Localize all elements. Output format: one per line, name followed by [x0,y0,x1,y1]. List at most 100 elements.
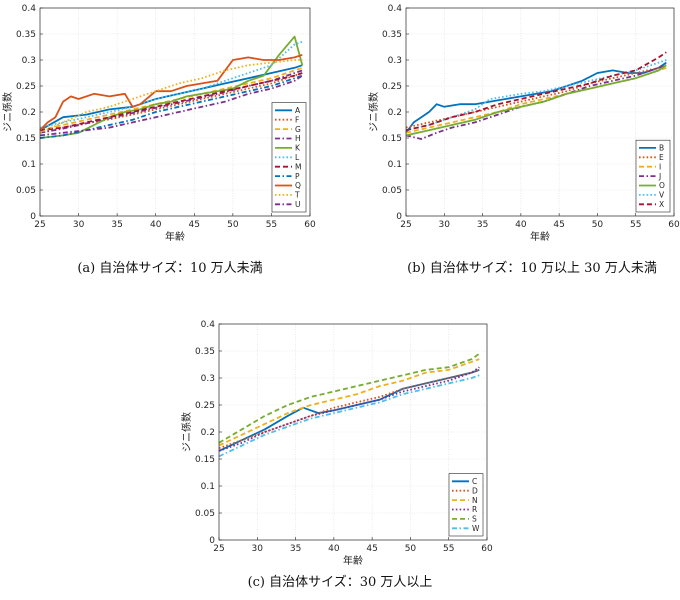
legend-label: M [295,162,301,171]
y-tick-label: 0.2 [22,108,36,118]
series-line-J [405,64,667,140]
y-tick-label: 0.15 [195,455,215,465]
legend-label: W [472,524,480,533]
legend-label: R [472,505,477,514]
legend-label: T [294,191,300,200]
y-tick-label: 0.15 [16,134,36,144]
y-tick-label: 0.1 [388,160,402,170]
series-line-T [39,59,303,134]
series-line-E [405,64,667,129]
x-tick-label: 55 [630,220,641,230]
y-tick-label: 0.15 [382,134,402,144]
legend-label: L [295,153,300,162]
legend-label: I [659,162,661,171]
y-tick-label: 0.4 [201,320,216,330]
y-tick-label: 0.2 [201,428,215,438]
series-line-K [39,35,304,139]
x-axis-label: 年齢 [165,230,185,243]
x-tick-label: 50 [405,544,417,554]
series-line-V [405,59,667,132]
x-tick-label: 40 [328,544,340,554]
y-axis-label: ジニ係数 [180,412,193,452]
legend-box [271,102,307,213]
y-tick-label: 0.3 [201,374,215,384]
legend-label: X [659,200,664,209]
series-line-N [218,358,480,447]
x-tick-label: 45 [189,220,200,230]
y-tick-label: 0.1 [201,482,215,492]
legend-box [448,473,484,537]
x-tick-label: 30 [439,220,451,230]
series-line-H [39,69,303,134]
legend-label: D [472,486,478,495]
y-tick-label: 0 [209,536,215,546]
chart-panel-a: 25 30 35 40 45 50 55 60 0 0.05 0.1 0.15 0.2 0.25 0.3 0.… [1,4,316,276]
legend-label: N [472,496,478,505]
y-tick-label: 0.05 [382,186,402,196]
x-tick-label: 40 [150,220,162,230]
x-tick-label: 25 [34,220,45,230]
x-tick-label: 60 [481,544,493,554]
x-tick-label: 35 [111,220,122,230]
legend-label: A [295,106,301,115]
series-line-B [405,61,667,134]
legend-label: H [295,134,301,143]
legend-label: V [659,191,665,200]
x-tick-label: 55 [443,544,454,554]
x-tick-label: 25 [213,544,224,554]
legend-label: C [472,477,477,486]
x-tick-label: 60 [304,220,316,230]
legend-label: Q [295,181,301,190]
series-line-Q [39,53,303,131]
y-tick-label: 0 [30,212,36,222]
panel-caption: (a) 自治体サイズ：10 万人未満 [77,260,262,276]
y-axis-label: ジニ係数 [1,92,14,132]
x-tick-label: 45 [366,544,377,554]
legend-label: U [295,200,301,209]
legend-label: B [659,144,664,153]
y-tick-label: 0.05 [16,186,36,196]
panel-caption: (b) 自治体サイズ：10 万以上 30 万人未満 [407,260,657,276]
legend-label: F [295,115,299,124]
y-tick-label: 0.25 [195,401,215,411]
series-line-S [218,352,480,444]
series-line-A [39,64,303,131]
legend-label: P [295,172,300,181]
x-tick-label: 30 [73,220,85,230]
y-tick-label: 0.25 [382,82,402,92]
chart-panel-b: 25 30 35 40 45 50 55 60 0 0.05 0.1 0.15 0.2 0.25 0.3 0.… [367,4,680,276]
series-line-W [218,374,480,458]
y-tick-label: 0.4 [22,4,37,14]
x-tick-label: 35 [290,544,301,554]
y-tick-label: 0 [396,212,402,222]
x-tick-label: 40 [515,220,527,230]
y-tick-label: 0.2 [388,108,402,118]
y-tick-label: 0.4 [388,4,403,14]
y-tick-label: 0.35 [195,347,215,357]
series-line-O [405,64,667,137]
x-tick-label: 50 [592,220,604,230]
y-tick-label: 0.25 [16,82,36,92]
x-axis-label: 年齢 [343,554,363,567]
chart-panel-c: 25 30 35 40 45 50 55 60 0 0.05 0.1 0.15 0.2 0.25 0.3 0.… [180,320,493,590]
series-line-M [39,72,303,132]
x-tick-label: 50 [227,220,239,230]
legend-label: G [295,125,301,134]
x-tick-label: 45 [553,220,564,230]
y-tick-label: 0.1 [22,160,36,170]
legend-label: J [658,172,661,181]
series-line-U [39,74,303,137]
legend-label: O [659,181,665,190]
y-tick-label: 0.3 [388,56,402,66]
series-line-L [39,40,303,129]
y-axis-label: ジニ係数 [367,92,380,132]
x-axis-label: 年齢 [530,230,550,243]
x-tick-label: 30 [252,544,264,554]
series-line-R [218,366,480,452]
x-tick-label: 25 [400,220,411,230]
y-tick-label: 0.35 [382,30,402,40]
series-line-F [39,72,303,134]
